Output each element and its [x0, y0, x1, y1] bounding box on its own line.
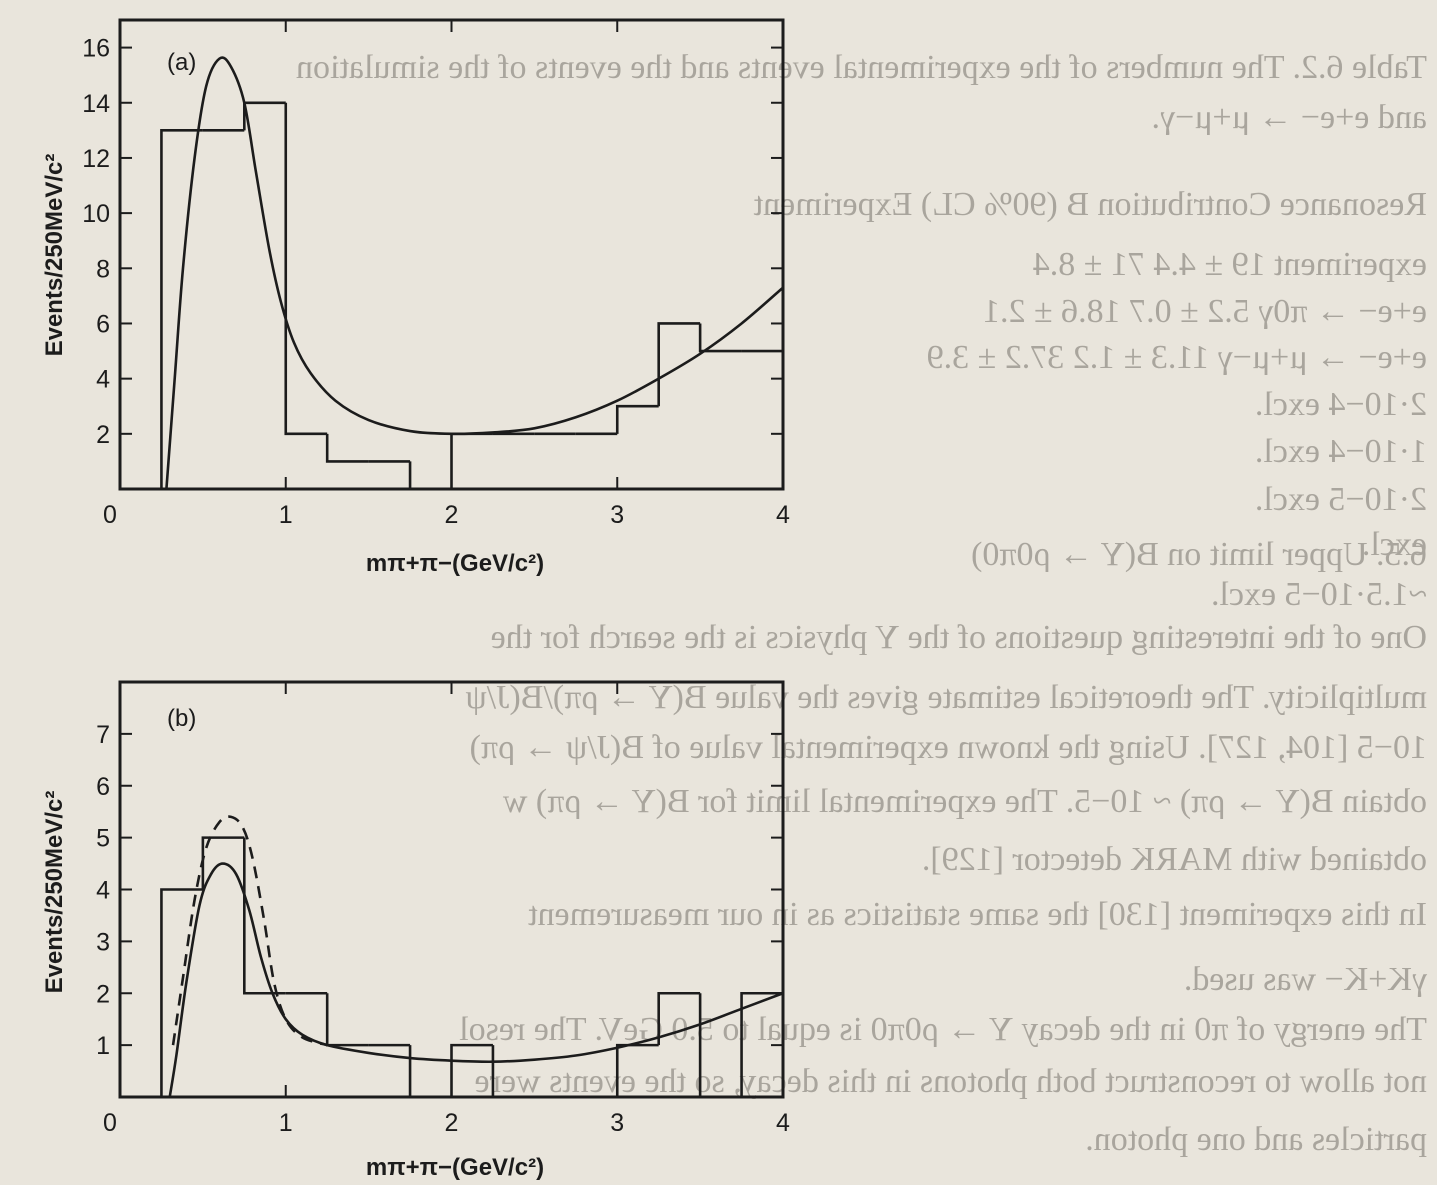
histogram-bin — [408, 461, 452, 491]
panel-label-b: (b) — [167, 705, 196, 732]
fit-curves-a — [165, 56, 784, 490]
fit-curve-dashed — [171, 815, 328, 1047]
histogram-bin — [450, 432, 493, 489]
x-tick-label: 2 — [445, 1109, 459, 1137]
bleed-through-line: obtained with MARK detector [129]. — [922, 841, 1427, 878]
histogram-bin — [657, 991, 701, 1046]
y-tick-label: 1 — [96, 1032, 110, 1060]
y-tick-label: 8 — [96, 255, 110, 283]
y-tick-label: 6 — [96, 310, 110, 338]
histogram-bin — [740, 991, 783, 1097]
x-tick-label: 1 — [279, 501, 293, 529]
y-tick-label: 2 — [96, 980, 110, 1008]
panel-label-a: (a) — [167, 49, 196, 76]
x-axis-ticks-b: 0 1 2 3 4 — [103, 682, 790, 1137]
histogram-bin — [615, 1043, 659, 1097]
y-tick-label: 3 — [96, 928, 110, 956]
histogram-bin — [698, 323, 742, 353]
x-axis-label-b: mπ+π−(GeV/c²) — [366, 1154, 544, 1181]
x-tick-label: 3 — [610, 1109, 624, 1137]
histogram-bin — [450, 1043, 493, 1097]
bleed-through-line: particles and one photon. — [1085, 1121, 1427, 1158]
x-tick-label: 2 — [445, 501, 459, 529]
bleed-through-line: excl. — [1362, 526, 1427, 563]
bleed-through-line: experiment 19 ± 4.4 71 ± 8.4 — [1033, 246, 1427, 283]
bleed-through-line: 2·10−4 excl. — [1255, 386, 1427, 423]
x-tick-label: 0 — [103, 1109, 117, 1137]
histogram-b — [160, 836, 783, 1099]
histogram-bin — [698, 993, 742, 1099]
y-axis-ticks-a: 2 4 6 8 10 12 14 16 — [82, 35, 783, 449]
bleed-through-line: 10−5 [104, 127]. Using the known experim… — [470, 729, 1427, 766]
x-tick-label: 0 — [103, 501, 117, 529]
histogram-bin — [615, 404, 659, 434]
y-tick-label: 4 — [96, 366, 110, 394]
y-axis-label-a: Events/250MeV/c² — [41, 154, 68, 357]
histogram-bin — [325, 993, 369, 1047]
bleed-through-line: Resonance Contribution B (90% CL) Experi… — [753, 186, 1427, 223]
histogram-bin — [201, 836, 245, 890]
histogram-bin — [160, 129, 203, 489]
bleed-through-line: γK+K− was used. — [1184, 961, 1428, 998]
chart-panel-b: (b) 1 2 3 4 5 6 7 0 1 2 3 4 Events/250MeV/c² mπ+π−… — [41, 680, 790, 1181]
bleed-through-line: Table 6.2. The numbers of the experiment… — [296, 49, 1427, 86]
y-axis-ticks-b: 1 2 3 4 5 6 7 — [96, 721, 783, 1060]
fit-curve-solid — [165, 56, 784, 490]
x-tick-label: 3 — [610, 501, 624, 529]
bleed-through-line: 1·10−4 excl. — [1255, 433, 1427, 470]
y-tick-label: 6 — [96, 773, 110, 801]
y-tick-label: 12 — [82, 145, 110, 173]
bleed-through-line: 6.5. Upper limit on B(Υ → ρ0π0) — [971, 536, 1427, 573]
y-tick-label: 7 — [96, 721, 110, 749]
bleed-through-line: obtain B(Υ → ρπ) ~ 10−5. The experimenta… — [502, 783, 1427, 820]
bleed-through-line: In this experiment [130] the same statis… — [528, 896, 1427, 933]
bleed-through-line: e+e− → π0γ 5.2 ± 0.7 18.6 ± 2.1 — [983, 293, 1427, 330]
bleed-through-line: One of the interesting questions of the … — [491, 619, 1427, 656]
bleed-through-line: multiplicity. The theoretical estimate g… — [465, 679, 1427, 716]
x-axis-label-a: mπ+π−(GeV/c²) — [366, 550, 544, 577]
y-tick-label: 14 — [82, 90, 110, 118]
bleed-through-line: e+e− → μ+μ−γ 11.3 ± 1.2 37.2 ± 3.9 — [927, 339, 1427, 376]
y-tick-label: 2 — [96, 421, 110, 449]
x-tick-label: 4 — [776, 1109, 790, 1137]
y-tick-label: 5 — [96, 825, 110, 853]
histogram-bin — [160, 888, 203, 1097]
x-tick-label: 1 — [279, 1109, 293, 1137]
x-tick-label: 4 — [776, 501, 790, 529]
bleed-through-line: The energy of π0 in the decay Υ → ρ0π0 i… — [459, 1011, 1427, 1048]
y-tick-label: 16 — [82, 35, 110, 63]
bleed-through-line: and e+e− → μ+μ−γ. — [1152, 99, 1427, 136]
histogram-bin — [243, 101, 286, 131]
fit-curve-solid — [168, 862, 784, 1098]
bleed-through-line: not allow to reconstruct both photons in… — [475, 1063, 1427, 1100]
histogram-bin — [408, 1045, 452, 1099]
histogram-bin — [325, 433, 369, 463]
x-axis-ticks-a: 0 1 2 3 4 — [103, 20, 790, 529]
bleed-through-text: Table 6.2. The numbers of the experiment… — [296, 49, 1428, 1158]
bleed-through-line: 2·10−5 excl. — [1255, 481, 1427, 518]
histogram-a — [160, 101, 783, 491]
y-axis-label-b: Events/250MeV/c² — [41, 791, 68, 994]
histogram-bin — [657, 322, 701, 407]
histogram-bin — [284, 102, 328, 436]
y-tick-label: 4 — [96, 877, 110, 905]
bleed-through-line: ~1.5·10−5 excl. — [1211, 576, 1427, 613]
plot-frame-a — [118, 18, 785, 491]
y-tick-label: 10 — [82, 200, 110, 228]
fit-curves-b — [168, 815, 784, 1098]
